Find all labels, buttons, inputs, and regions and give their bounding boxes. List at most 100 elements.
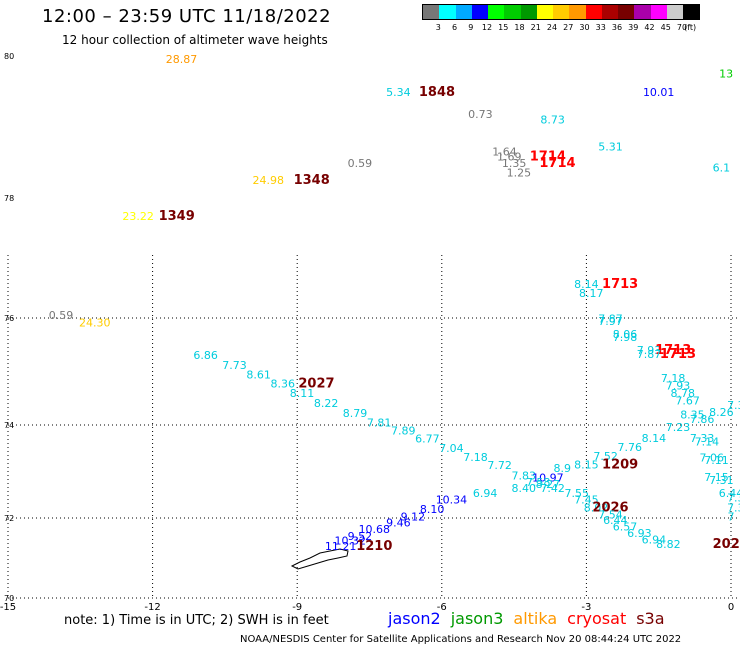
colorbar-label: 9 [468, 23, 474, 32]
lat-tick-label: 76 [4, 314, 14, 323]
wave-height-label: 1.35 [502, 157, 527, 170]
colorbar-swatch [618, 5, 635, 19]
wave-height-label: 7.11 [704, 454, 729, 467]
colorbar-label: 15 [498, 23, 509, 32]
wave-height-label: 7.18 [661, 372, 686, 385]
wave-height-label: 7.93 [666, 380, 691, 393]
wave-height-label: 7.54 [598, 508, 623, 521]
wave-height-label: 5.31 [598, 140, 623, 153]
lat-tick-label: 80 [4, 52, 14, 61]
wave-height-label: 6.57 [613, 520, 638, 533]
jan-mayen-island [290, 548, 349, 570]
wave-height-label: 7.3 [727, 492, 740, 505]
wave-height-label: 7.86 [690, 413, 715, 426]
wave-height-label: 9.52 [348, 530, 373, 543]
legend-item-cryosat: cryosat [567, 609, 627, 628]
wave-height-label: 10.34 [436, 494, 468, 507]
colorbar-label: 42 [644, 23, 655, 32]
lon-tick-label: -6 [437, 602, 447, 613]
wave-height-label: 7 [728, 510, 735, 523]
units-note: note: 1) Time is in UTC; 2) SWH is in fe… [64, 613, 329, 628]
wave-height-label: 7.33 [690, 432, 715, 445]
wave-height-label: 24.98 [253, 174, 285, 187]
wave-height-label: 7.3 [727, 501, 740, 514]
lat-tick-label: 72 [4, 514, 14, 523]
colorbar-labels: 3 6 9 12 15 18 21 24 27 30 33 36 39 42 45 70 (ft) [422, 23, 700, 35]
wave-height-label: 8.35 [680, 409, 705, 422]
colorbar-label: 39 [628, 23, 639, 32]
wave-height-label: 7.98 [613, 331, 638, 344]
wave-height-label: 7.52 [593, 450, 618, 463]
wave-height-label: 8.36 [270, 378, 295, 391]
measurement-labels: 28.87 13 5.34 1848 10.01 0.73 8.73 5.31 1.641.69… [49, 53, 740, 554]
wave-height-label: 7.14 [695, 435, 720, 448]
colorbar-swatch [569, 5, 586, 19]
wave-height-label: 8.15 [574, 459, 599, 472]
colorbar-swatch [455, 5, 472, 19]
wave-height-label: 1.64 [492, 145, 517, 158]
pass-time-label: 2027 [298, 377, 334, 392]
wave-height-label: 7.42 [540, 482, 565, 495]
colorbar-label: 3 [435, 23, 441, 32]
wave-height-label: 6.94 [473, 487, 498, 500]
pass-time-label: 1714 [539, 156, 575, 171]
legend-item-jason3: jason3 [450, 609, 504, 628]
pass-time-label: 1714 [530, 149, 566, 164]
wave-height-label: 0.59 [348, 157, 373, 170]
wave-height-label: 1.25 [507, 167, 532, 180]
colorbar-swatch [488, 5, 505, 19]
colorbar-label: 6 [451, 23, 458, 32]
pass-time-label: 1713 [655, 343, 691, 358]
colorbar-label: 24 [546, 23, 558, 32]
wave-height-label: 10.01 [643, 86, 675, 99]
wave-height-label: 6.77 [415, 433, 440, 446]
colorbar-label: 27 [563, 23, 574, 32]
wave-height-label: 7.31 [709, 474, 734, 487]
colorbar-label: 30 [579, 23, 590, 32]
pass-time-label: 1210 [356, 539, 392, 554]
axis-labels: -15 -12 -9 -6 -3 0 80 78 76 74 72 70 [0, 52, 734, 613]
colorbar-swatch [601, 5, 618, 19]
wave-height-label: 10.32 [334, 534, 366, 547]
wave-height-label: 7.87 [598, 312, 623, 325]
colorbar-swatch [650, 5, 667, 19]
lon-tick-label: -12 [144, 602, 160, 613]
pass-time-label: 1713 [602, 277, 638, 292]
wave-height-label: 8.78 [671, 387, 696, 400]
colorbar-swatch [553, 5, 570, 19]
colorbar-swatch [585, 5, 602, 19]
colorbar-swatch [536, 5, 553, 19]
wave-height-label: 7.23 [666, 421, 691, 434]
wave-height-label: 6.93 [627, 527, 652, 540]
wave-height-label: 8.27 [536, 478, 561, 491]
wave-height-label: 8.11 [290, 387, 315, 400]
wave-height-label: 10.68 [359, 523, 391, 536]
credit-footer: NOAA/NESDIS Center for Satellite Applica… [240, 634, 682, 645]
wave-height-label: 7.06 [699, 451, 724, 464]
lon-tick-label: -15 [0, 602, 16, 613]
wave-height-label: 9.46 [386, 516, 411, 529]
wave-height-label: 8.10 [420, 503, 445, 516]
wave-height-label: 5.34 [386, 86, 411, 99]
wave-height-label: 7.76 [618, 441, 643, 454]
wave-height-label: 8.17 [579, 287, 604, 300]
map-title: 12:00 – 23:59 UTC 11/18/2022 [42, 6, 332, 27]
wave-height-label: 7.97 [598, 315, 623, 328]
colorbar-swatch [683, 5, 700, 19]
lat-tick-label: 74 [4, 421, 14, 430]
colorbar-label: 21 [530, 23, 541, 32]
pass-time-label: 1349 [159, 209, 195, 224]
wave-height-label: 8.22 [314, 397, 339, 410]
wave-height-label: 7.55 [565, 487, 590, 500]
map-subtitle: 12 hour collection of altimeter wave hei… [62, 33, 328, 47]
colorbar-swatch [666, 5, 683, 19]
lon-tick-label: 0 [728, 602, 734, 613]
wave-height-label: 8.40 [511, 482, 536, 495]
colorbar-swatch [634, 5, 651, 19]
wave-height-label: 13 [719, 67, 733, 80]
colorbar-label: 45 [660, 23, 671, 32]
pass-time-label: 1713 [660, 347, 696, 362]
pass-time-label: 1209 [602, 458, 638, 473]
pass-time-label: 2026 [592, 500, 628, 515]
